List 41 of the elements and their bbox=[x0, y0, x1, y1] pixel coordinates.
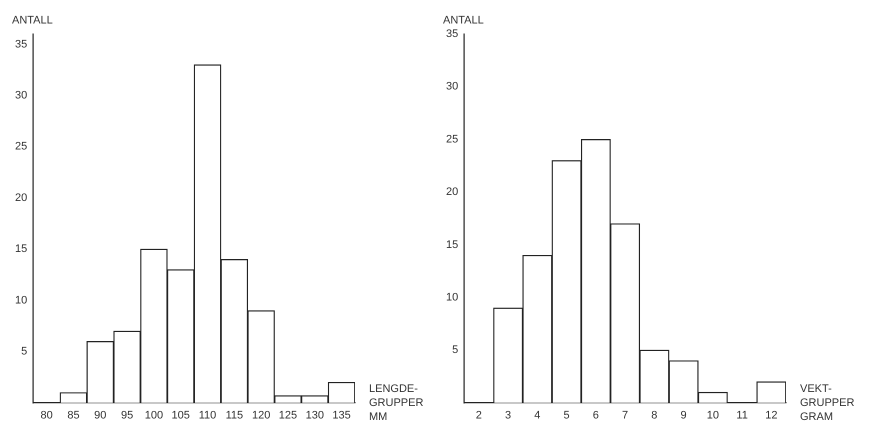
y-tick-label: 10 bbox=[14, 294, 28, 306]
x-tick-label: 10 bbox=[706, 409, 719, 422]
y-tick-label: 15 bbox=[14, 243, 28, 256]
x-tick-label: 120 bbox=[252, 409, 270, 422]
x-tick-label: 85 bbox=[67, 409, 80, 422]
x-tick-label: 12 bbox=[765, 409, 778, 422]
x-tick-label: 125 bbox=[278, 409, 298, 422]
x-tick-label: 105 bbox=[172, 409, 190, 422]
y-tick-label: 20 bbox=[14, 192, 28, 204]
x-tick-label: 110 bbox=[198, 409, 216, 422]
x-tick-label: 115 bbox=[226, 409, 244, 422]
x-tick-label: 4 bbox=[534, 409, 540, 422]
x-tick-label: 90 bbox=[94, 409, 106, 422]
x-axis-title: LENGDE- GRUPPER MM bbox=[369, 382, 424, 423]
y-tick-label: 15 bbox=[446, 238, 458, 251]
x-tick-label: 95 bbox=[120, 409, 134, 422]
y-tick-label: 30 bbox=[14, 90, 28, 102]
y-axis-title: ANTALL bbox=[12, 14, 53, 27]
y-tick-label: 5 bbox=[452, 344, 458, 356]
x-tick-label: 7 bbox=[622, 409, 628, 422]
y-tick-label: 35 bbox=[14, 38, 28, 50]
y-tick-label: 5 bbox=[21, 346, 28, 358]
y-tick-label: 25 bbox=[446, 133, 458, 146]
x-tick-label: 100 bbox=[144, 409, 164, 422]
x-tick-label: 130 bbox=[306, 409, 324, 422]
y-axis-title: ANTALL bbox=[443, 14, 484, 27]
x-tick-label: 6 bbox=[592, 409, 599, 422]
y-tick-label: 20 bbox=[446, 186, 458, 198]
y-tick-label: 25 bbox=[14, 140, 28, 153]
x-tick-label: 80 bbox=[40, 409, 53, 422]
x-tick-label: 2 bbox=[476, 409, 482, 422]
x-tick-label: 11 bbox=[736, 409, 748, 422]
x-tick-label: 9 bbox=[680, 409, 687, 422]
y-tick-label: 35 bbox=[446, 28, 458, 40]
x-axis-title: VEKT- GRUPPER GRAM bbox=[800, 382, 854, 423]
x-tick-label: 5 bbox=[564, 409, 570, 422]
x-tick-label: 135 bbox=[332, 409, 351, 422]
x-tick-label: 3 bbox=[505, 409, 512, 422]
y-tick-label: 10 bbox=[446, 291, 458, 304]
x-tick-label: 8 bbox=[651, 409, 658, 422]
y-tick-label: 30 bbox=[446, 80, 458, 93]
